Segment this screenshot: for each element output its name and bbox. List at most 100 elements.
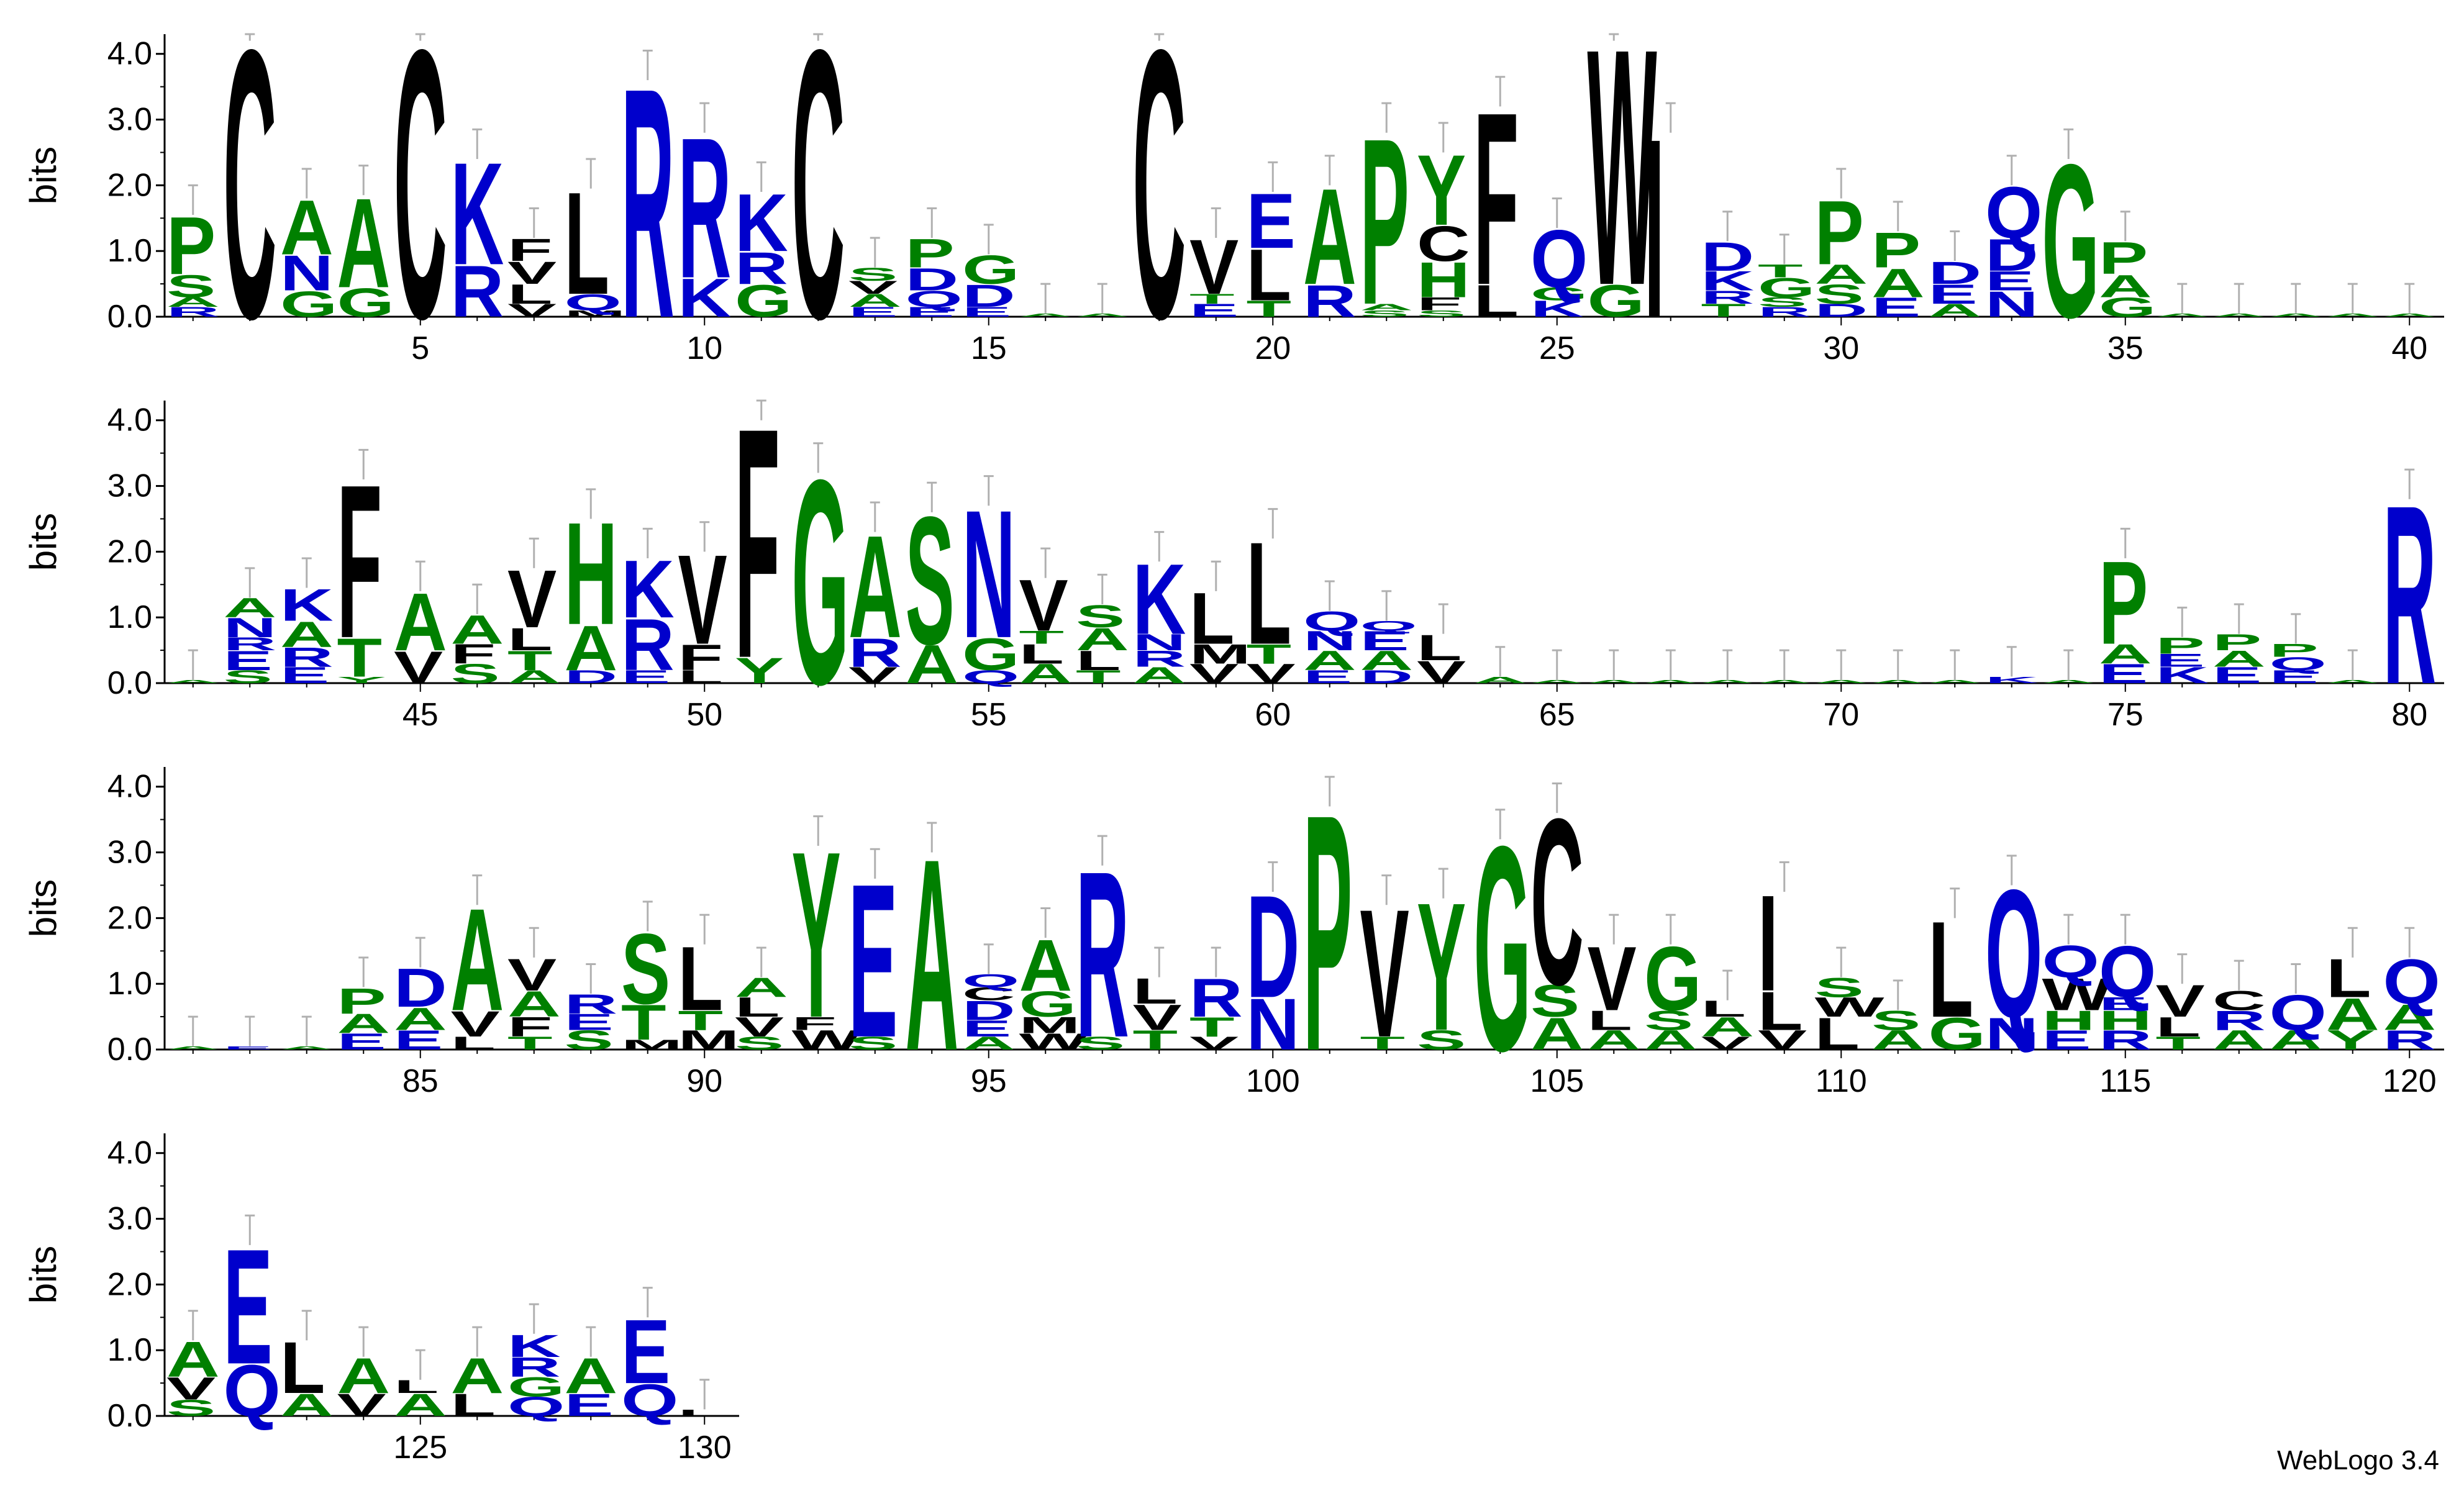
logo-letter: S (1530, 976, 1580, 1027)
logo-letter: R (848, 630, 902, 676)
logo-letter: R (621, 20, 675, 388)
logo-letter: T (507, 645, 553, 676)
logo-letter: V (1189, 1033, 1239, 1054)
weblogo-credit: WebLogo 3.4 (2277, 1445, 2439, 1476)
logo-letter: M (1019, 1012, 1081, 1038)
logo-letter: D (1815, 301, 1868, 321)
logo-letter: A (394, 1387, 447, 1423)
logo-letter: C (962, 984, 1016, 1004)
logo-letter: P (2099, 537, 2148, 669)
logo-letter: A (1019, 925, 1073, 1006)
y-tick-label: 1.0 (107, 233, 152, 269)
logo-letter: G (792, 419, 849, 745)
logo-letter: D (394, 958, 447, 1019)
logo-letter: A (1588, 1025, 1641, 1055)
logo-letter: A (1303, 645, 1357, 676)
logo-letter: V (1189, 224, 1239, 310)
logo-letter: N (1247, 984, 1300, 1066)
logo-letter: G (2099, 292, 2156, 322)
logo-letter: R (507, 1352, 561, 1382)
x-tick-label: 70 (1823, 697, 1859, 733)
x-tick-label: 115 (2099, 1063, 2151, 1099)
logo-letter: T (1247, 296, 1292, 322)
logo-letter: P (337, 980, 386, 1021)
logo-letter: R (2383, 453, 2437, 738)
logo-letter: P (1303, 745, 1352, 1122)
logo-letter: L (1076, 645, 1121, 676)
logo-letter: A (1360, 645, 1414, 676)
logo-letter: A (2383, 312, 2437, 317)
x-tick-label: 105 (1530, 1063, 1584, 1099)
x-tick-label: 85 (402, 1063, 439, 1099)
logo-letter: A (451, 607, 504, 653)
logo-letter: L (2156, 1012, 2201, 1042)
logo-letter: A (280, 1045, 334, 1050)
logo-letter: S (621, 914, 670, 1025)
logo-letter: D (962, 995, 1016, 1026)
logo-letter: G (1530, 284, 1588, 304)
logo-letter: A (2212, 646, 2266, 671)
logo-letter: L (1701, 996, 1747, 1022)
logo-letter: F (337, 439, 383, 684)
y-tick-label: 3.0 (107, 102, 152, 138)
logo-letter: S (1815, 279, 1864, 309)
logo-letter: P (2270, 641, 2319, 661)
logo-letter: V (507, 255, 557, 291)
logo-letter: A (337, 1009, 391, 1039)
logo-letter: A (1019, 312, 1073, 317)
logo-letter: K (507, 1328, 561, 1364)
x-tick-label: 80 (2391, 697, 2427, 733)
logo-letter: E (394, 1025, 443, 1055)
logo-letter: E (337, 1029, 386, 1054)
logo-letter: R (735, 243, 788, 294)
logo-letter: A (2042, 679, 2096, 684)
logo-letter: M (1189, 638, 1251, 669)
logo-letter: A (1076, 312, 1129, 317)
logo-letter: T (1758, 261, 1803, 281)
logo-letter: D (1929, 255, 1982, 291)
logo-letter: A (1758, 679, 1811, 684)
logo-letter: P (1871, 222, 1921, 278)
logo-letter: E (1247, 178, 1296, 264)
y-axis-label: bits (22, 147, 64, 204)
y-tick-label: 4.0 (107, 36, 152, 72)
logo-letter: G (962, 629, 1019, 680)
logo-letter: L (507, 622, 553, 657)
logo-letter: Q (1985, 173, 2042, 254)
logo-letter: S (451, 658, 500, 689)
logo-letter: R (678, 96, 732, 320)
logo-letter: A (166, 1045, 220, 1050)
x-tick-label: 5 (411, 330, 429, 366)
logo-letter: W (1815, 992, 1885, 1022)
logo-letter: E (224, 645, 273, 676)
logo-letter: V (735, 1012, 784, 1042)
logo-letter: Q (2270, 984, 2327, 1041)
logo-letter: A (1929, 301, 1982, 321)
logo-letter: R (1758, 304, 1811, 320)
x-tick-label: 15 (971, 330, 1007, 366)
logo-letter: A (1530, 679, 1584, 684)
logo-letter: V (848, 663, 898, 688)
logo-letter: F (792, 1014, 837, 1034)
logo-letter: K (1133, 544, 1186, 656)
y-axis-label: bits (22, 513, 64, 571)
logo-letter: F (1417, 294, 1462, 314)
logo-letter: D (1985, 230, 2039, 281)
logo-letter: S (906, 478, 955, 682)
logo-letter: C (394, 0, 447, 399)
logo-letter: K (1530, 296, 1584, 322)
logo-letter: I (1758, 867, 1778, 1020)
logo-letter: E (848, 838, 898, 1083)
logo-letter: D (1360, 667, 1414, 687)
logo-letter: C (1417, 215, 1470, 272)
logo-letter: T (337, 627, 383, 689)
logo-letter: K (2156, 663, 2209, 688)
logo-letter: A (2156, 312, 2209, 317)
logo-letter: G (735, 276, 792, 327)
logo-letter: A (451, 878, 504, 1041)
logo-letter: W (792, 1025, 862, 1055)
logo-letter: E (2099, 994, 2148, 1014)
logo-letter: E (1360, 625, 1409, 656)
logo-letter: A (1815, 259, 1868, 289)
